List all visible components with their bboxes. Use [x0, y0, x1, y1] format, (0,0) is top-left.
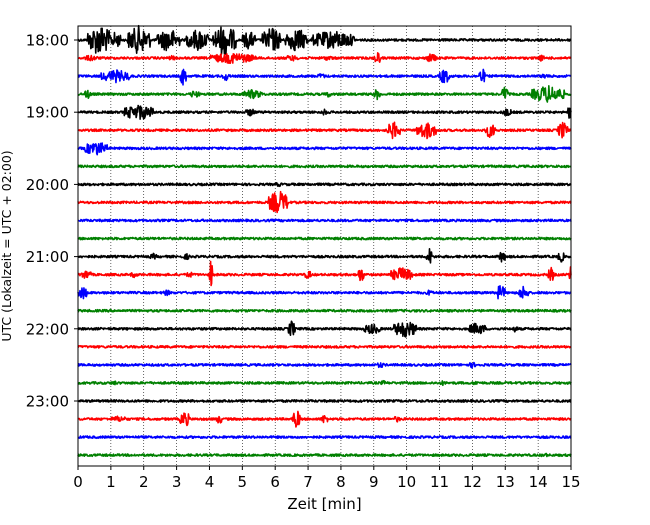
- y-tick-label: 21:00: [26, 248, 69, 266]
- trace-line: [77, 190, 572, 214]
- trace-line: [77, 164, 572, 169]
- trace-line: [77, 435, 572, 440]
- x-axis-label: Zeit [min]: [287, 495, 361, 513]
- x-tick-label: 3: [172, 473, 182, 491]
- x-tick-label: 11: [430, 473, 449, 491]
- x-tick-label: 9: [369, 473, 379, 491]
- trace-line: [77, 121, 572, 140]
- trace-layer: [77, 24, 572, 458]
- x-tick-label: 10: [397, 473, 416, 491]
- trace-line: [77, 218, 572, 223]
- trace-line: [77, 85, 572, 103]
- trace-line: [77, 52, 572, 65]
- plot-frame: [77, 25, 572, 467]
- trace-line: [77, 142, 572, 156]
- x-tick-label: 4: [205, 473, 215, 491]
- x-tick-label: 1: [106, 473, 116, 491]
- x-tick-label: 14: [529, 473, 548, 491]
- x-tick-label: 0: [73, 473, 83, 491]
- trace-line: [77, 236, 572, 241]
- trace-line: [77, 248, 572, 264]
- x-tick-label: 13: [496, 473, 515, 491]
- x-tick-label: 8: [336, 473, 346, 491]
- trace-line: [77, 320, 572, 338]
- trace-line: [77, 361, 572, 369]
- trace-line: [77, 410, 572, 428]
- tick-layer: 0 1 2 3 4 5 6 7 8 9 10 11 12 13 14 1518:0019:0020:0021:…: [26, 32, 581, 492]
- y-tick-label: 19:00: [26, 104, 69, 122]
- x-tick-label: 5: [238, 473, 248, 491]
- trace-line: [77, 399, 572, 403]
- y-tick-label: 20:00: [26, 176, 69, 194]
- x-tick-label: 12: [463, 473, 482, 491]
- trace-line: [77, 452, 572, 458]
- trace-line: [77, 104, 572, 120]
- y-tick-label: 22:00: [26, 320, 69, 338]
- trace-line: [77, 24, 572, 56]
- y-tick-label: 23:00: [26, 393, 69, 411]
- trace-line: [77, 379, 572, 387]
- trace-line: [77, 344, 572, 349]
- y-tick-label: 18:00: [26, 32, 69, 50]
- trace-line: [77, 260, 572, 287]
- trace-line: [77, 308, 572, 313]
- x-tick-label: 15: [561, 473, 580, 491]
- y-axis-label: UTC (Lokalzeit = UTC + 02:00): [0, 150, 14, 341]
- trace-line: [77, 68, 572, 86]
- grid-lines: [110, 26, 539, 466]
- x-tick-label: 6: [270, 473, 280, 491]
- trace-line: [77, 284, 572, 300]
- x-tick-label: 2: [139, 473, 149, 491]
- x-tick-label: 7: [303, 473, 313, 491]
- trace-line: [77, 182, 572, 188]
